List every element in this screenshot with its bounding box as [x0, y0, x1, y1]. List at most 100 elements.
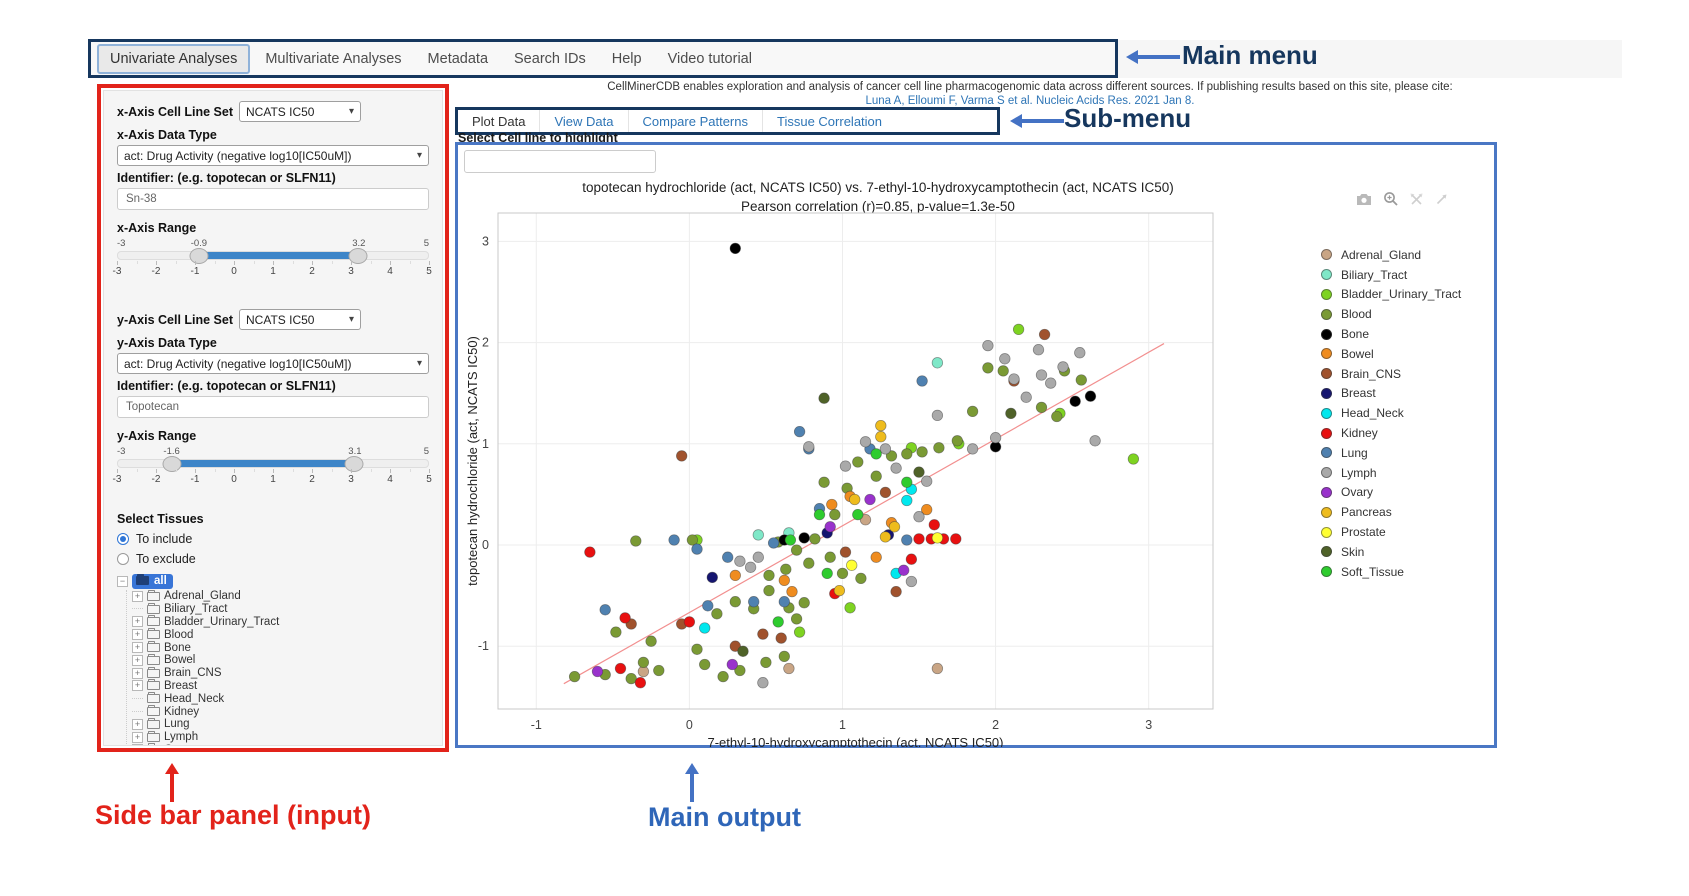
highlight-cell-line-label: Select Cell line to highlight [458, 131, 618, 145]
slider-handle-low[interactable] [162, 456, 182, 472]
y-axis-identifier-input[interactable] [117, 396, 429, 418]
sub-menu-tab-plot-data[interactable]: Plot Data [458, 110, 541, 132]
main-menu-item-search-ids[interactable]: Search IDs [514, 50, 586, 67]
legend-item-blood[interactable]: Blood [1321, 304, 1461, 324]
data-point-blood [852, 456, 864, 468]
citation-link[interactable]: Luna A, Elloumi F, Varma S et al. Nuclei… [865, 95, 1195, 107]
x-axis-identifier-input[interactable] [117, 188, 429, 210]
slider-low-value: -1.6 [163, 446, 180, 457]
legend-item-biliary_tract[interactable]: Biliary_Tract [1321, 265, 1461, 285]
data-point-blood [790, 544, 803, 556]
tissue-tree-item-brain_cns[interactable]: + Brain_CNS [132, 666, 429, 680]
tissue-tree-item-breast[interactable]: + Breast [132, 679, 429, 693]
slider-track[interactable] [117, 456, 429, 472]
y-axis-cell-line-set-select[interactable]: NCATS IC50 ▾ [239, 309, 362, 330]
tissue-tree-item-label: Lymph [164, 731, 199, 744]
reset-axes-icon[interactable] [1434, 192, 1449, 207]
data-point-brain_cns [775, 632, 787, 644]
data-point-blood [763, 584, 775, 597]
main-menu-item-video-tutorial[interactable]: Video tutorial [667, 50, 752, 67]
legend-item-head_neck[interactable]: Head_Neck [1321, 403, 1461, 423]
data-point-bowel [826, 498, 838, 511]
tissue-tree-item-lung[interactable]: + Lung [132, 717, 429, 731]
data-point-blood [966, 405, 979, 418]
legend-item-pancreas[interactable]: Pancreas [1321, 502, 1461, 522]
tissue-tree-item-lymph[interactable]: + Lymph [132, 730, 429, 744]
sub-menu-tab-compare-patterns[interactable]: Compare Patterns [629, 110, 763, 132]
slider-handle-high[interactable] [344, 456, 364, 472]
slider-handle-high[interactable] [348, 248, 368, 264]
chevron-down-icon: ▾ [348, 314, 355, 325]
tissues-include-radio[interactable]: To include [117, 532, 429, 546]
slider-handle-low[interactable] [189, 248, 209, 264]
legend-item-brain_cns[interactable]: Brain_CNS [1321, 364, 1461, 384]
tree-expand-icon[interactable]: + [132, 744, 143, 745]
chevron-down-icon: ▾ [416, 150, 422, 161]
tree-expand-icon[interactable]: + [132, 718, 143, 730]
tree-expand-icon[interactable]: + [132, 616, 143, 628]
tissues-exclude-radio[interactable]: To exclude [117, 552, 429, 566]
data-point-ovary [591, 665, 604, 678]
tissue-tree-item-ovary[interactable]: + Ovary [132, 743, 429, 745]
tissue-tree-item-biliary_tract[interactable]: Biliary_Tract [132, 602, 429, 616]
arrow-left-icon [1126, 50, 1138, 64]
y-axis-range-slider[interactable]: -3 -1.6 3.1 5 -3 -2 -1 0 1 2 3 4 5 [113, 446, 432, 490]
y-axis-range-label: y-Axis Range [117, 429, 197, 443]
x-axis-data-type-select[interactable]: act: Drug Activity (negative log10[IC50u… [117, 145, 429, 166]
main-menu-item-univariate-analyses[interactable]: Univariate Analyses [97, 43, 251, 74]
legend-item-lung[interactable]: Lung [1321, 443, 1461, 463]
legend-item-bladder_urinary_tract[interactable]: Bladder_Urinary_Tract [1321, 285, 1461, 305]
data-point-lymph [999, 353, 1011, 365]
tissue-tree-item-bone[interactable]: + Bone [132, 641, 429, 654]
tree-root-label: all [154, 574, 167, 587]
tree-expand-icon[interactable]: + [132, 680, 143, 692]
tissue-tree-item-bowel[interactable]: + Bowel [132, 653, 429, 667]
slider-track[interactable] [117, 248, 429, 264]
sub-menu-tab-tissue-correlation[interactable]: Tissue Correlation [777, 113, 883, 129]
data-point-lung [702, 600, 714, 612]
data-point-blood [824, 551, 836, 563]
arrow-left-icon [1010, 114, 1022, 128]
autoscale-icon[interactable] [1409, 192, 1424, 207]
legend-item-ovary[interactable]: Ovary [1321, 483, 1461, 503]
legend-item-soft_tissue[interactable]: Soft_Tissue [1321, 562, 1461, 582]
main-menu-item-help[interactable]: Help [611, 50, 642, 67]
data-point-lung [793, 425, 806, 438]
tissue-tree-item-blood[interactable]: + Blood [132, 628, 429, 641]
tree-expand-icon[interactable]: + [132, 642, 143, 654]
tree-expand-icon[interactable]: + [132, 654, 143, 666]
tree-collapse-icon[interactable]: − [117, 575, 128, 587]
highlight-cell-line-input[interactable] [464, 150, 656, 173]
tissue-tree-item-head_neck[interactable]: Head_Neck [132, 692, 429, 705]
camera-icon[interactable] [1355, 192, 1373, 206]
tissue-tree-item-bladder_urinary_tract[interactable]: + Bladder_Urinary_Tract [132, 615, 429, 629]
legend-item-prostate[interactable]: Prostate [1321, 522, 1461, 542]
legend-item-adrenal_gland[interactable]: Adrenal_Gland [1321, 245, 1461, 265]
scatter-plot[interactable]: -1 0 1 2 3 -1 0 1 2 3 7-ethyl-10-hydroxycamptothec… [465, 171, 1255, 747]
sub-menu-tab-view-data[interactable]: View Data [540, 110, 629, 132]
main-menu-item-metadata[interactable]: Metadata [427, 50, 489, 67]
tissue-tree-root[interactable]: − all [117, 572, 429, 590]
tissue-tree-item-adrenal_gland[interactable]: + Adrenal_Gland [132, 589, 429, 603]
legend-label: Ovary [1341, 485, 1374, 500]
tissue-tree-item-kidney[interactable]: Kidney [132, 705, 429, 718]
data-point-skin [913, 466, 925, 478]
tree-expand-icon[interactable]: + [132, 590, 143, 602]
zoom-in-icon[interactable] [1383, 191, 1399, 207]
legend-item-lymph[interactable]: Lymph [1321, 463, 1461, 483]
tree-expand-icon[interactable]: + [132, 731, 143, 743]
y-axis-data-type-select[interactable]: act: Drug Activity (negative log10[IC50u… [117, 353, 429, 374]
y-tick-label: 3 [482, 234, 489, 248]
tree-expand-icon[interactable]: + [132, 629, 143, 641]
main-menu-item-multivariate-analyses[interactable]: Multivariate Analyses [265, 50, 402, 67]
legend-item-skin[interactable]: Skin [1321, 542, 1461, 562]
legend-item-breast[interactable]: Breast [1321, 384, 1461, 404]
data-point-lymph [879, 443, 892, 455]
x-axis-cell-line-set-select[interactable]: NCATS IC50 ▾ [239, 101, 362, 122]
tree-expand-icon[interactable]: + [132, 667, 143, 679]
legend-item-bone[interactable]: Bone [1321, 324, 1461, 344]
x-axis-range-slider[interactable]: -3 -0.9 3.2 5 -3 -2 -1 0 1 2 3 4 5 [113, 238, 432, 282]
legend-item-kidney[interactable]: Kidney [1321, 423, 1461, 443]
legend-item-bowel[interactable]: Bowel [1321, 344, 1461, 364]
